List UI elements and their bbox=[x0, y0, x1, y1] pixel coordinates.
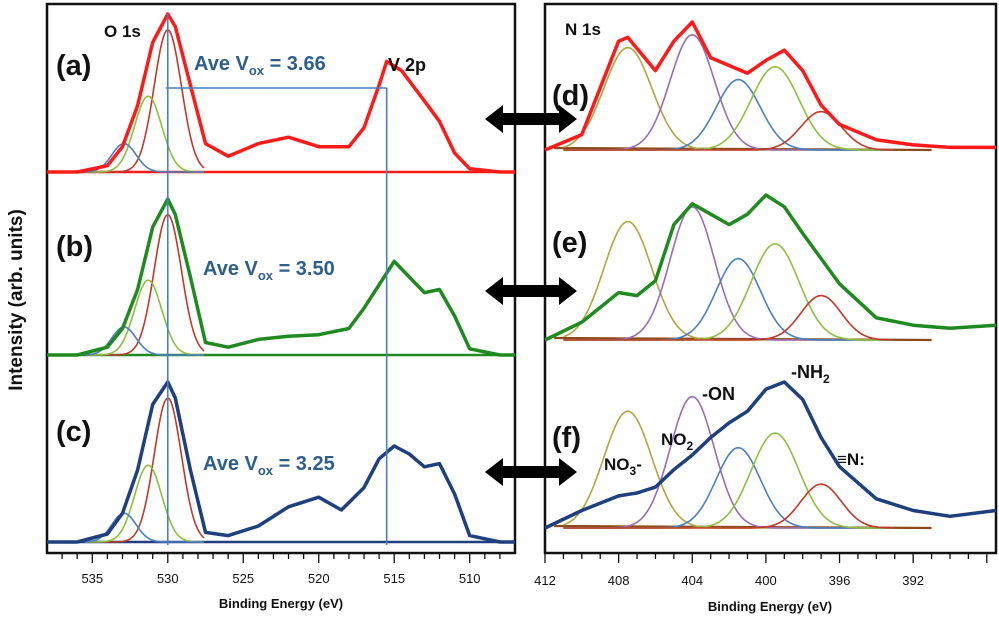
right-x-axis: 412 408 404 400 396 392 bbox=[534, 553, 988, 588]
spectrum-line bbox=[544, 193, 997, 342]
fit-component bbox=[563, 483, 893, 529]
panel-label-d: (d) bbox=[552, 80, 589, 112]
spectrum-line bbox=[47, 12, 515, 174]
ave-vox-c: Ave Vox = 3.25 bbox=[203, 453, 335, 478]
left-x-axis: 535 530 525 520 515 510 bbox=[61, 553, 501, 586]
x-tick-label: 412 bbox=[534, 573, 556, 588]
x-tick-label: 525 bbox=[232, 571, 254, 586]
fit-component bbox=[84, 142, 204, 173]
fit-component bbox=[563, 432, 893, 529]
fit-component bbox=[563, 294, 893, 341]
ave-vox-a: Ave Vox = 3.66 bbox=[194, 53, 326, 78]
fit-component bbox=[84, 464, 204, 543]
x-tick-label: 520 bbox=[308, 571, 330, 586]
region-label-n1s: N 1s bbox=[565, 20, 601, 39]
fit-component bbox=[84, 213, 205, 356]
y-axis-title: Intensity (arb. units) bbox=[6, 209, 27, 391]
fit-component bbox=[84, 397, 205, 543]
annotation-nh2: -NH2 bbox=[791, 362, 830, 386]
spectrum-line bbox=[47, 197, 515, 357]
x-tick-label: 392 bbox=[902, 573, 924, 588]
left-panel-frame bbox=[45, 2, 517, 555]
spectrum-line bbox=[544, 20, 996, 152]
x-tick-label: 535 bbox=[81, 571, 103, 586]
fit-component bbox=[563, 78, 893, 151]
fit-component bbox=[84, 28, 205, 173]
right-panel-frame bbox=[543, 2, 998, 555]
fit-component bbox=[84, 512, 204, 543]
annotation-no3: NO3- bbox=[604, 455, 642, 478]
x-tick-label: 530 bbox=[157, 571, 179, 586]
spectrum-line bbox=[47, 380, 515, 544]
fit-component bbox=[84, 95, 204, 173]
fit-component bbox=[84, 326, 204, 356]
fit-component bbox=[84, 279, 204, 356]
panel-label-c: (c) bbox=[56, 416, 91, 448]
spectrum-line bbox=[544, 380, 997, 530]
panel-label-f: (f) bbox=[552, 422, 581, 454]
x-tick-label: 515 bbox=[383, 571, 405, 586]
fit-component bbox=[563, 65, 893, 151]
panel-label-b: (b) bbox=[56, 231, 93, 263]
annotation-on: -ON bbox=[702, 384, 735, 404]
panel-label-a: (a) bbox=[56, 50, 91, 82]
x-tick-label: 510 bbox=[459, 571, 481, 586]
x-tick-label: 400 bbox=[755, 573, 777, 588]
fit-component bbox=[563, 220, 893, 341]
right-x-axis-title: Binding Energy (eV) bbox=[708, 599, 832, 614]
x-tick-label: 396 bbox=[829, 573, 851, 588]
fit-component bbox=[563, 205, 893, 341]
double-arrow-icon bbox=[485, 458, 577, 486]
fit-component bbox=[563, 46, 893, 151]
x-tick-label: 404 bbox=[681, 573, 703, 588]
annotation-triple-n: ≡N: bbox=[837, 450, 865, 469]
double-arrow-icon bbox=[485, 277, 577, 305]
fit-component bbox=[563, 242, 893, 341]
left-x-axis-title: Binding Energy (eV) bbox=[219, 596, 343, 611]
region-label-o1s: O 1s bbox=[104, 22, 141, 41]
panel-label-e: (e) bbox=[552, 227, 587, 259]
annotation-no2: NO2 bbox=[661, 430, 694, 453]
region-label-v2p: V 2p bbox=[388, 55, 426, 75]
double-arrow-icon bbox=[485, 105, 577, 133]
ave-vox-b: Ave Vox = 3.50 bbox=[203, 258, 335, 283]
x-tick-label: 408 bbox=[608, 573, 630, 588]
